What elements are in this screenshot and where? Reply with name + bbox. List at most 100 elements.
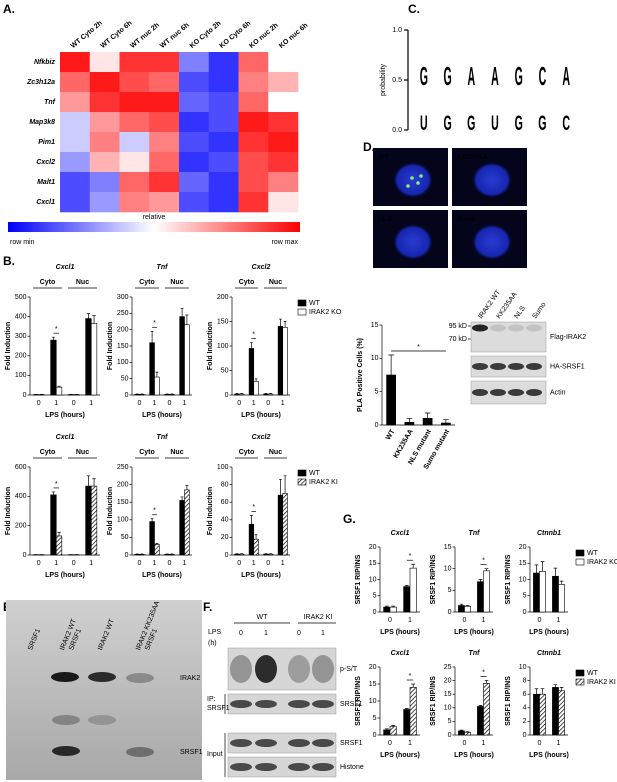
y-tick-label: 400 <box>15 493 27 500</box>
blot-band <box>255 763 277 771</box>
heatmap-cell <box>89 152 120 173</box>
error-bar <box>484 568 489 571</box>
heatmap-cell <box>60 92 91 113</box>
y-tick-label: 400 <box>15 313 27 320</box>
bar <box>234 553 240 556</box>
logo-letter: U <box>420 111 428 135</box>
error-bar <box>51 336 56 341</box>
group-label: Nuc <box>76 449 89 456</box>
error-bar <box>250 342 253 349</box>
band-label: SRSF1 <box>180 749 203 756</box>
radiograph-band <box>88 672 116 682</box>
heatmap-cell <box>149 192 180 213</box>
error-bar <box>180 308 184 317</box>
error-bar <box>388 354 394 375</box>
bar <box>164 553 170 556</box>
y-tick-label: 10 <box>519 576 527 583</box>
heatmap-cell <box>208 52 239 73</box>
blot-band <box>490 363 506 370</box>
logo-letter: G <box>515 111 523 135</box>
bar <box>85 318 92 396</box>
nucleus <box>472 162 512 198</box>
x-tick-label: 1 <box>183 560 187 567</box>
legend-label: IRAK2 KI <box>309 479 338 486</box>
group-label: Cyto <box>40 449 56 456</box>
heatmap-cell <box>179 152 210 173</box>
logo-letter: C <box>539 63 547 92</box>
row-label: Pim1 <box>38 139 55 146</box>
heatmap-cell <box>60 152 91 173</box>
y-tick-label: 10 <box>369 576 377 583</box>
row-label: Histone <box>340 764 364 771</box>
heatmap-cell <box>208 112 239 133</box>
bar <box>277 326 284 396</box>
error-bar <box>540 561 545 572</box>
heatmap-cell <box>268 92 299 113</box>
bar <box>477 581 484 613</box>
group-label: IRAK2 KI <box>304 614 333 621</box>
error-bar <box>424 412 431 419</box>
x-tick-label: 0 <box>266 560 270 567</box>
blot-band <box>230 739 252 747</box>
y-axis-label: Fold Induction <box>5 322 12 370</box>
logo-letter: G <box>443 111 451 135</box>
legend-swatch <box>297 478 307 486</box>
y-tick-label: 300 <box>15 333 27 340</box>
error-bar <box>57 385 61 388</box>
bar <box>55 535 63 556</box>
significance: * <box>482 558 485 565</box>
bar <box>184 324 190 396</box>
y-tick-label: 0.0 <box>392 127 402 134</box>
column-label: WT nuc 2h <box>129 22 161 50</box>
column-label: KO nuc 2h <box>248 22 279 50</box>
x-tick-label: 1 <box>408 617 412 624</box>
y-tick-label: 0 <box>375 422 379 429</box>
y-tick-label: 150 <box>217 318 229 325</box>
bar <box>539 693 546 736</box>
y-tick-label: 0 <box>448 732 452 739</box>
error-bar <box>404 585 409 587</box>
group-label: Nuc <box>76 279 89 286</box>
heatmap-cell <box>268 172 299 193</box>
heatmap-cell <box>89 72 120 93</box>
blot-band <box>288 739 310 747</box>
heatmap-cell <box>179 172 210 193</box>
bar <box>267 553 274 556</box>
significance: * <box>252 331 255 338</box>
bar <box>238 553 245 556</box>
x-tick-label: 1 <box>54 560 58 567</box>
chart-title: Cxcl2 <box>252 264 271 271</box>
legend-label: IRAK2 KO <box>587 559 617 566</box>
nucleus <box>472 224 512 260</box>
significance: * <box>55 326 58 333</box>
row-label: Cxcl1 <box>36 199 55 206</box>
legend-swatch <box>297 469 307 477</box>
logo-letter: G <box>467 111 475 135</box>
group-label: Nuc <box>269 279 282 286</box>
x-tick-label: 0 <box>463 617 467 624</box>
time-label: 0 <box>239 630 243 637</box>
logo-letter: G <box>515 63 523 92</box>
y-tick-label: 15 <box>519 560 527 567</box>
group-label: Nuc <box>170 449 183 456</box>
y-axis-label: SRSF1 RIP/INS <box>430 676 437 726</box>
bar <box>464 606 471 613</box>
error-bar <box>283 475 287 494</box>
bar <box>238 393 245 396</box>
x-tick-label: WT <box>385 428 397 442</box>
y-tick-label: 15 <box>369 681 377 688</box>
heatmap-cell <box>208 172 239 193</box>
heatmap-cell <box>89 192 120 213</box>
error-bar <box>404 708 409 710</box>
error-bar <box>279 318 282 327</box>
heatmap-cell <box>149 112 180 133</box>
y-tick-label: 600 <box>15 464 27 471</box>
error-bar <box>86 475 91 487</box>
y-tick-label: 1.0 <box>392 27 402 34</box>
y-tick-label: 200 <box>217 294 229 301</box>
ip-target: SRSF1 <box>207 705 230 712</box>
y-tick-label: 0.5 <box>392 77 402 84</box>
bar <box>277 494 284 556</box>
bar <box>558 690 565 736</box>
y-tick-label: 200 <box>15 353 27 360</box>
